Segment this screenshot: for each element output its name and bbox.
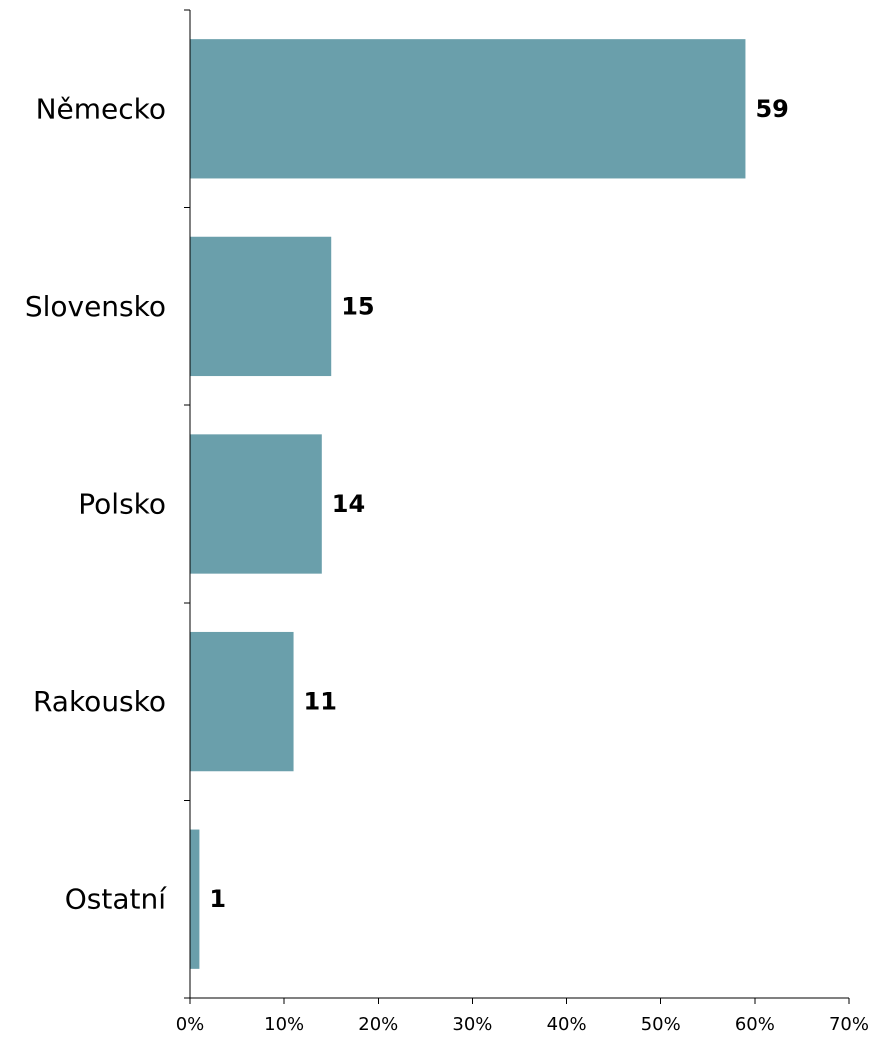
data-label-slovensko: 15 <box>341 292 374 320</box>
category-label-slovensko: Slovensko <box>25 290 166 323</box>
bar-nemecko <box>190 39 746 179</box>
category-label-polsko: Polsko <box>78 488 166 521</box>
x-tick-label: 40% <box>547 1014 587 1035</box>
x-tick-label: 50% <box>641 1014 681 1035</box>
data-label-nemecko: 59 <box>755 95 788 123</box>
category-label-ostatni: Ostatní <box>65 883 167 916</box>
bar-slovensko <box>190 236 332 377</box>
data-label-rakousko: 11 <box>304 688 337 716</box>
bar-rakousko <box>190 631 294 772</box>
x-tick-label: 30% <box>452 1014 492 1035</box>
data-label-ostatni: 1 <box>209 885 226 913</box>
axes-layer <box>184 9 850 1004</box>
x-tick-label: 60% <box>735 1014 775 1035</box>
x-tick-label: 70% <box>829 1014 869 1035</box>
x-tick-label: 20% <box>358 1014 398 1035</box>
labels-layer: Německo 59 Slovensko 15 Polsko 14 Rakousko 11 Os… <box>25 92 869 1035</box>
data-label-polsko: 14 <box>332 490 365 518</box>
category-label-nemecko: Německo <box>36 92 166 125</box>
bar-polsko <box>190 434 322 574</box>
x-tick-label: 10% <box>264 1014 304 1035</box>
x-tick-label: 0% <box>176 1014 205 1035</box>
bar-ostatni <box>190 829 200 969</box>
bars-layer <box>190 39 746 969</box>
category-label-rakousko: Rakousko <box>33 685 166 718</box>
